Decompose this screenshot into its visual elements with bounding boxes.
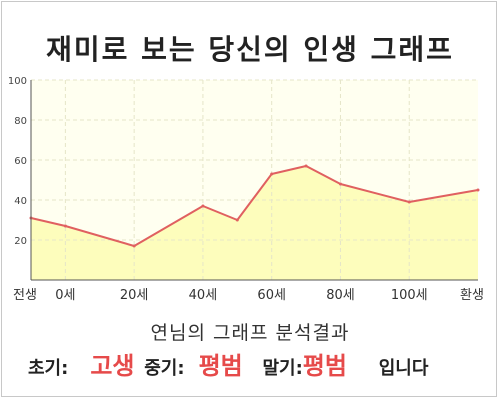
data-point <box>338 182 342 186</box>
data-point <box>476 188 480 192</box>
x-tick-label: 0세 <box>55 288 75 303</box>
early-label: 초기: <box>28 358 69 379</box>
late-value: 평범 <box>302 352 347 380</box>
x-tick-label: 40세 <box>189 288 218 303</box>
x-tick-label: 100세 <box>391 288 428 303</box>
analysis-result: 초기: 고생 중기: 평범 말기:평범 입니다 <box>28 346 488 381</box>
data-point <box>235 218 239 222</box>
y-tick-label: 80 <box>14 116 27 127</box>
x-tick-label: 20세 <box>120 288 149 303</box>
x-tick-label: 환생 <box>460 288 484 303</box>
early-value: 고생 <box>90 352 135 380</box>
data-point <box>407 200 411 204</box>
data-point <box>63 224 67 228</box>
result-suffix: 입니다 <box>378 358 429 379</box>
series-line <box>30 165 479 247</box>
area-fill <box>31 166 478 280</box>
x-tick-label: 전생 <box>13 288 37 303</box>
data-point <box>270 172 274 176</box>
y-tick-label: 40 <box>14 196 27 207</box>
middle-label: 중기: <box>144 358 185 379</box>
middle-value: 평범 <box>198 352 243 380</box>
life-graph-chart: 20 40 60 80 100 전생 0세 20세 40세 60세 80세 100세 환생 <box>8 76 484 303</box>
late-label: 말기: <box>262 358 303 379</box>
y-tick-label: 60 <box>14 156 27 167</box>
analysis-heading: 연님의 그래프 분석결과 <box>150 322 350 344</box>
y-tick-label: 20 <box>14 236 27 247</box>
data-point <box>201 204 205 208</box>
data-point <box>304 164 308 168</box>
data-point <box>132 244 136 248</box>
x-tick-label: 80세 <box>326 288 355 303</box>
y-tick-label: 100 <box>8 76 27 87</box>
chart-title: 재미로 보는 당신의 인생 그래프 <box>46 33 454 66</box>
x-tick-label: 60세 <box>257 288 286 303</box>
